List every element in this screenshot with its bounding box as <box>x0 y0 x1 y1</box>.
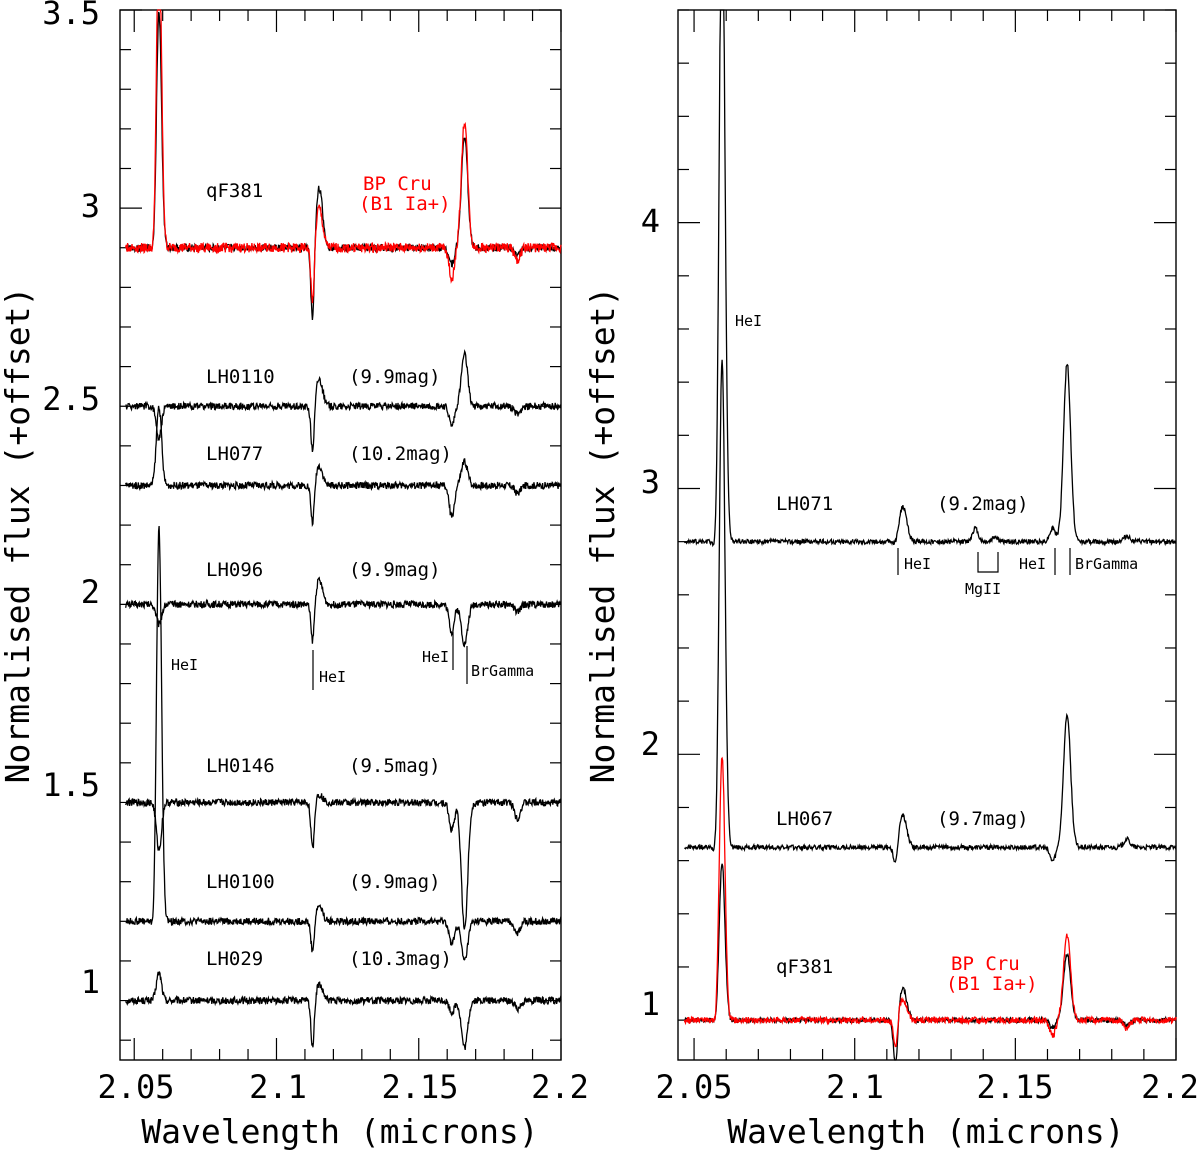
left-ticks <box>120 9 562 1060</box>
left-label-lh0146: LH0146 <box>206 755 275 777</box>
left-label-lh029: LH029 <box>206 948 263 970</box>
right-label-qf381: qF381 <box>776 956 833 978</box>
right-ticks <box>678 9 1177 1060</box>
left-spectra <box>125 9 562 1051</box>
left-label-lh0110: LH0110 <box>206 366 275 388</box>
left-label-bpcru-type: (B1 Ia+) <box>359 193 451 215</box>
right-y-tick-label-1: 1 <box>641 985 660 1023</box>
spectrum-bp-cru <box>683 756 1177 1048</box>
left-label-lh0100: LH0100 <box>206 871 275 893</box>
left-y-tick-label-1: 1 <box>81 963 100 1001</box>
right-panel: 2.05 2.1 2.15 2.2 1 2 3 4 Wavelength (mi… <box>583 9 1199 1150</box>
right-label-lh071-mag: (9.2mag) <box>937 493 1029 515</box>
left-x-tick-label-4: 2.2 <box>531 1068 589 1106</box>
spectrum-qf381 <box>125 11 562 320</box>
left-lineid-hei-216: HeI <box>422 648 449 666</box>
right-spectra <box>683 9 1177 1061</box>
left-x-axis-label: Wavelength (microns) <box>141 1112 538 1150</box>
right-line-ids: HeI HeI MgII HeI BrGamma <box>735 312 1138 598</box>
right-lineid-mgii-bracket <box>977 552 999 573</box>
right-x-tick-labels: 2.05 2.1 2.15 2.2 <box>655 1068 1198 1106</box>
right-x-tick-label-1: 2.05 <box>655 1068 732 1106</box>
right-lineid-brgamma: BrGamma <box>1075 555 1138 573</box>
right-x-tick-label-3: 2.15 <box>976 1068 1053 1106</box>
left-label-lh0146-mag: (9.5mag) <box>349 755 441 777</box>
right-y-tick-label-2: 2 <box>641 725 660 763</box>
left-y-tick-label-5: 3 <box>81 187 100 225</box>
left-line-ids: HeI HeI HeI BrGamma <box>171 632 534 690</box>
right-star-labels: LH071 (9.2mag) LH067 (9.7mag) qF381 BP C… <box>776 493 1038 995</box>
left-label-bpcru: BP Cru <box>363 173 432 195</box>
spectrum-lh077 <box>125 405 562 528</box>
left-label-lh096: LH096 <box>206 559 263 581</box>
right-x-axis-label: Wavelength (microns) <box>727 1112 1124 1150</box>
right-plot-frame <box>677 9 1177 1061</box>
left-label-lh096-mag: (9.9mag) <box>349 559 441 581</box>
right-lineid-hei-211: HeI <box>904 555 931 573</box>
right-label-lh067-mag: (9.7mag) <box>937 808 1029 830</box>
right-lineid-mgii: MgII <box>965 580 1001 598</box>
left-label-lh0110-mag: (9.9mag) <box>349 366 441 388</box>
left-star-labels: qF381 BP Cru (B1 Ia+) LH0110 (9.9mag) LH… <box>206 173 452 970</box>
spectrum-lh0146 <box>125 793 562 930</box>
left-y-tick-label-3: 2 <box>81 573 100 611</box>
left-lineid-hei-211: HeI <box>319 668 346 686</box>
right-y-tick-labels: 1 2 3 4 <box>641 202 660 1023</box>
left-y-axis-label: Normalised flux (+offset) <box>0 287 37 784</box>
left-y-tick-label-4: 2.5 <box>42 380 100 418</box>
right-x-tick-label-2: 2.1 <box>826 1068 884 1106</box>
right-y-axis-label: Normalised flux (+offset) <box>583 287 622 784</box>
left-lineid-brgamma: BrGamma <box>471 662 534 680</box>
left-label-lh077: LH077 <box>206 443 263 465</box>
right-y-tick-label-3: 3 <box>641 463 660 501</box>
left-x-tick-labels: 2.05 2.1 2.15 2.2 <box>97 1068 588 1106</box>
left-x-tick-label-1: 2.05 <box>97 1068 174 1106</box>
spectrum-lh0110 <box>125 348 562 453</box>
spectrum-lh096 <box>125 576 562 648</box>
left-y-tick-label-6: 3.5 <box>42 0 100 32</box>
spectrum-lh071 <box>683 9 1177 548</box>
left-x-tick-label-2: 2.1 <box>249 1068 307 1106</box>
left-lineid-hei-206: HeI <box>171 656 198 674</box>
left-x-tick-label-3: 2.15 <box>381 1068 458 1106</box>
right-label-lh071: LH071 <box>776 493 833 515</box>
left-y-tick-labels: 1 1.5 2 2.5 3 3.5 <box>42 0 100 1001</box>
spectrum-bp-cru <box>125 9 562 304</box>
spectrum-lh0100 <box>125 525 562 961</box>
right-lineid-hei-206: HeI <box>735 312 762 330</box>
left-label-lh077-mag: (10.2mag) <box>349 443 452 465</box>
left-label-qf381: qF381 <box>206 180 263 202</box>
right-x-tick-label-4: 2.2 <box>1141 1068 1199 1106</box>
right-lineid-hei-216: HeI <box>1019 555 1046 573</box>
left-label-lh0100-mag: (9.9mag) <box>349 871 441 893</box>
spectrum-qf381 <box>683 863 1177 1061</box>
left-y-tick-label-2: 1.5 <box>42 766 100 804</box>
right-label-bpcru: BP Cru <box>951 953 1020 975</box>
right-y-tick-label-4: 4 <box>641 202 660 240</box>
right-label-lh067: LH067 <box>776 808 833 830</box>
spectrum-lh067 <box>684 359 1177 863</box>
right-label-bpcru-type: (B1 Ia+) <box>946 973 1038 995</box>
left-panel: 2.05 2.1 2.15 2.2 1 1.5 2 2.5 3 3.5 Wave… <box>0 0 589 1150</box>
left-label-lh029-mag: (10.3mag) <box>349 948 452 970</box>
spectrum-lh029 <box>125 971 562 1051</box>
left-plot-frame <box>119 9 562 1061</box>
